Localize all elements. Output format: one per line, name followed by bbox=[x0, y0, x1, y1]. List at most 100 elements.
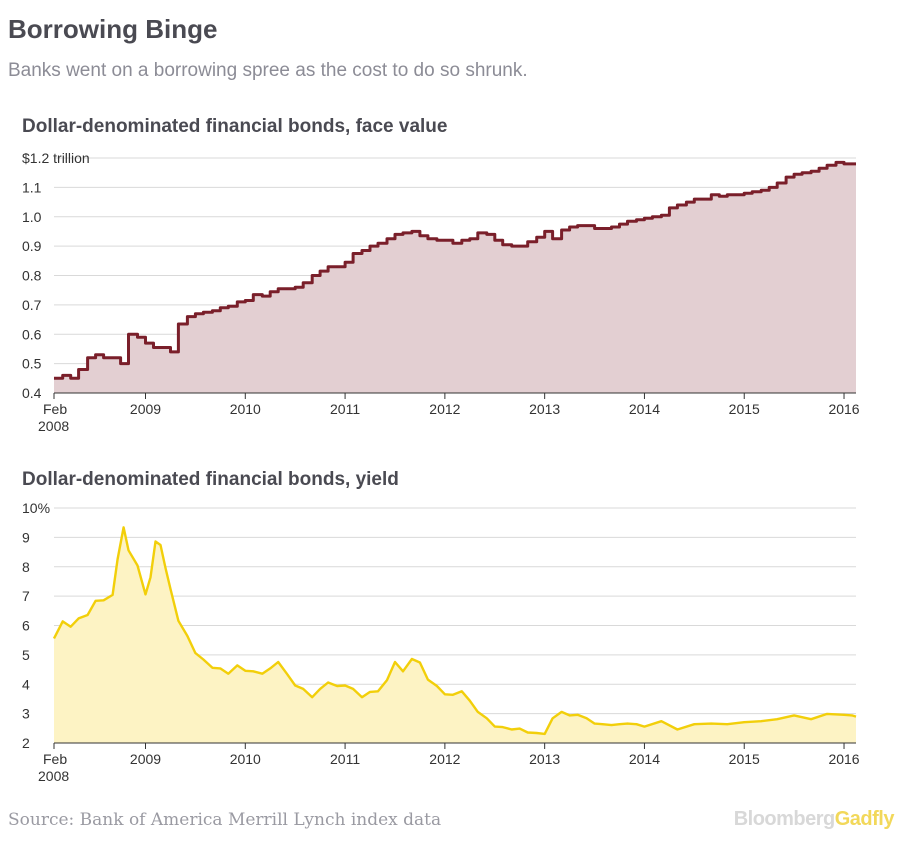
y-tick-label: 0.8 bbox=[22, 268, 42, 284]
data-point bbox=[419, 662, 421, 664]
data-point bbox=[427, 677, 429, 679]
data-point bbox=[252, 671, 254, 673]
data-point bbox=[164, 566, 166, 568]
data-point bbox=[211, 665, 213, 667]
y-tick-label: 3 bbox=[22, 706, 30, 722]
brand-part1: Bloomberg bbox=[733, 808, 836, 830]
x-tick-label: 2011 bbox=[330, 751, 360, 767]
data-point bbox=[511, 727, 513, 729]
data-point bbox=[760, 721, 762, 723]
data-point bbox=[159, 545, 161, 547]
x-tick-label: 2012 bbox=[429, 751, 460, 767]
data-point bbox=[369, 692, 371, 694]
data-point bbox=[194, 651, 196, 653]
data-point bbox=[94, 601, 96, 603]
data-point bbox=[585, 718, 587, 720]
y-tick-label: 7 bbox=[22, 588, 30, 604]
y-tick-label: 0.5 bbox=[22, 356, 42, 372]
data-point bbox=[626, 721, 628, 723]
data-point bbox=[394, 660, 396, 662]
data-point bbox=[710, 721, 712, 723]
data-point bbox=[352, 689, 354, 691]
data-point bbox=[236, 665, 238, 667]
y-tick-label: 8 bbox=[22, 559, 30, 575]
y-tick-label: 0.6 bbox=[22, 326, 42, 342]
data-point bbox=[560, 709, 562, 711]
y-tick-label: 9 bbox=[22, 529, 30, 545]
data-point bbox=[436, 686, 438, 688]
data-point bbox=[402, 671, 404, 673]
data-point bbox=[551, 718, 553, 720]
data-point bbox=[186, 636, 188, 638]
x-tick-label: 2016 bbox=[828, 751, 859, 767]
data-point bbox=[535, 733, 537, 735]
data-point bbox=[643, 724, 645, 726]
data-point bbox=[127, 548, 129, 550]
data-point bbox=[469, 701, 471, 703]
data-point bbox=[386, 680, 388, 682]
data-point bbox=[336, 686, 338, 688]
x-tick-label: 2009 bbox=[130, 401, 161, 417]
x-tick-label: Feb 2008 bbox=[38, 751, 69, 784]
y-tick-label: 6 bbox=[22, 618, 30, 634]
data-point bbox=[311, 695, 313, 697]
y-tick-label: 10% bbox=[22, 500, 50, 516]
x-tick-label: Feb 2008 bbox=[38, 401, 69, 434]
data-point bbox=[526, 730, 528, 732]
data-point bbox=[149, 577, 151, 579]
data-point bbox=[269, 668, 271, 670]
data-point bbox=[61, 621, 63, 623]
data-point bbox=[111, 595, 113, 597]
data-point bbox=[86, 613, 88, 615]
data-point bbox=[576, 712, 578, 714]
data-point bbox=[452, 695, 454, 697]
x-tick-label: 2011 bbox=[330, 401, 360, 417]
data-point bbox=[219, 668, 221, 670]
data-point bbox=[810, 717, 812, 719]
data-point bbox=[361, 695, 363, 697]
data-point bbox=[177, 618, 179, 620]
data-point bbox=[154, 539, 156, 541]
chart2-title: Dollar-denominated financial bonds, yiel… bbox=[22, 469, 399, 490]
x-tick-label: 2015 bbox=[729, 401, 760, 417]
series-line bbox=[54, 160, 856, 380]
data-point bbox=[593, 721, 595, 723]
x-tick-label: 2014 bbox=[629, 751, 660, 767]
data-point bbox=[660, 721, 662, 723]
data-point bbox=[618, 724, 620, 726]
yield-chart: 10% 9 8 7 6 5 4 3 2 Feb 2008 2009 2010 2011 2012 2013 20… bbox=[22, 500, 860, 784]
x-tick-label: 2013 bbox=[529, 401, 560, 417]
data-point bbox=[227, 671, 229, 673]
data-point bbox=[122, 527, 124, 529]
y-tick-label: $1.2 trillion bbox=[22, 150, 90, 166]
data-point bbox=[610, 723, 612, 725]
data-point bbox=[327, 680, 329, 682]
brand-logo: BloombergGadfly bbox=[733, 808, 895, 831]
data-point bbox=[69, 624, 71, 626]
source-note: Source: Bank of America Merrill Lynch in… bbox=[8, 810, 442, 830]
series-area bbox=[54, 527, 856, 743]
data-point bbox=[377, 689, 379, 691]
data-point bbox=[826, 714, 828, 716]
data-point bbox=[202, 660, 204, 662]
y-tick-label: 1.0 bbox=[22, 209, 42, 225]
data-point bbox=[693, 724, 695, 726]
y-tick-label: 1.1 bbox=[22, 179, 42, 195]
data-point bbox=[302, 689, 304, 691]
data-point bbox=[319, 689, 321, 691]
data-point bbox=[411, 657, 413, 659]
y-tick-label: 0.7 bbox=[22, 297, 42, 313]
chart1-title: Dollar-denominated financial bonds, face… bbox=[22, 116, 448, 137]
data-point bbox=[486, 718, 488, 720]
data-point bbox=[843, 712, 845, 714]
data-point bbox=[277, 660, 279, 662]
data-point bbox=[601, 724, 603, 726]
data-point bbox=[294, 683, 296, 685]
y-tick-label: 4 bbox=[22, 676, 30, 692]
x-tick-label: 2013 bbox=[529, 751, 560, 767]
data-point bbox=[53, 636, 55, 638]
data-point bbox=[144, 592, 146, 594]
brand-part2: Gadfly bbox=[834, 808, 895, 830]
x-tick-label: 2015 bbox=[729, 751, 760, 767]
data-point bbox=[244, 668, 246, 670]
